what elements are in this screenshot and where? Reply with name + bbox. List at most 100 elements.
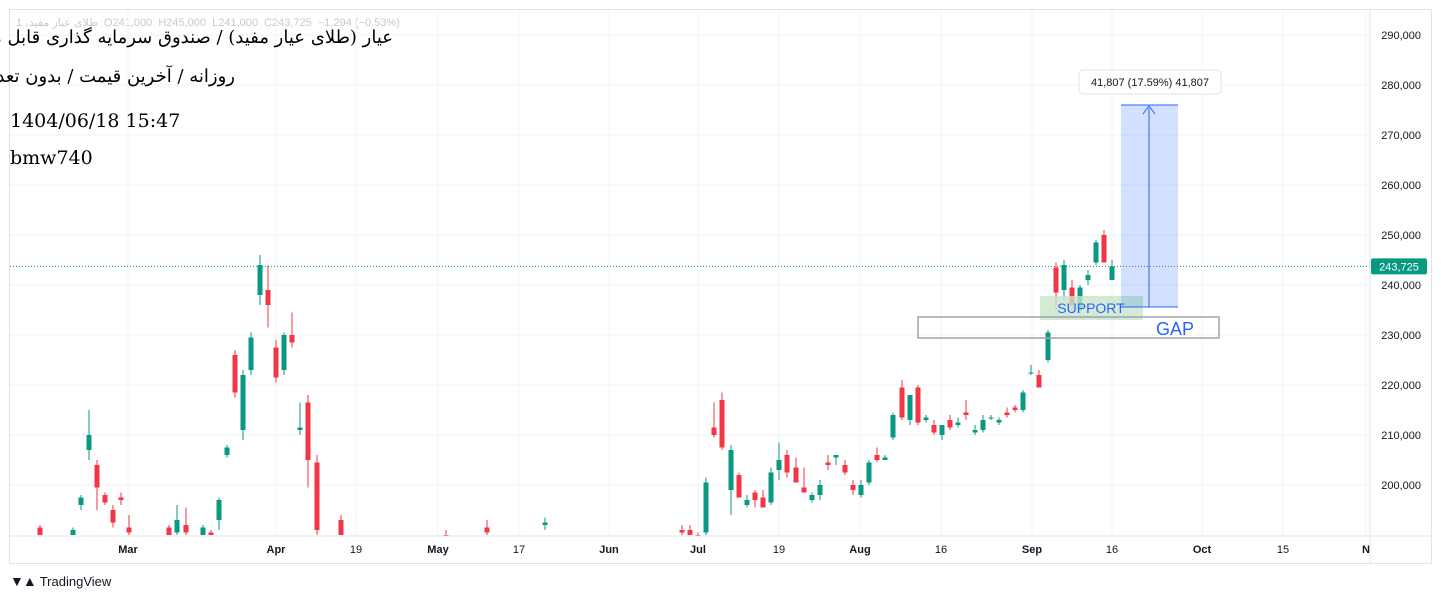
chart-marks: [37, 230, 1115, 536]
x-tick-label: N: [1362, 544, 1370, 556]
candle-body: [988, 417, 994, 419]
x-tick-label: 19: [773, 544, 785, 556]
candle-body: [760, 497, 766, 508]
candle-body: [955, 422, 961, 425]
candle-body: [736, 475, 742, 498]
candle-body: [907, 395, 913, 420]
candle-body: [882, 457, 888, 460]
chart-title: عیار (طلای عیار مفید) / صندوق سرمایه گذا…: [0, 27, 393, 48]
candle-body: [866, 462, 872, 483]
candle-body: [1004, 412, 1010, 415]
candle-body: [86, 435, 92, 450]
ohlc-low: L241,000: [212, 17, 258, 29]
support-label: SUPPORT: [1057, 300, 1125, 316]
tradingview-brand: TradingView: [39, 573, 112, 589]
candle-body: [1093, 242, 1099, 263]
projection-tooltip-text: 41,807 (17.59%) 41,807: [1091, 77, 1209, 89]
candle-body: [1045, 332, 1051, 360]
projection-tooltip-box: [1078, 69, 1222, 95]
candle-body: [257, 265, 263, 295]
support-zone: [1040, 296, 1143, 320]
candle-body: [94, 465, 100, 488]
x-tick-label: Mar: [118, 544, 138, 556]
candle-body: [703, 482, 709, 533]
last-price-badge: [1371, 258, 1427, 275]
candle-body: [232, 355, 238, 393]
candle-body: [809, 495, 815, 500]
candle-body: [776, 460, 782, 470]
candle-body: [110, 510, 116, 523]
candle-body: [679, 530, 685, 533]
candle-body: [915, 387, 921, 423]
candle-body: [833, 455, 839, 458]
candle-body: [980, 420, 986, 430]
x-tick-label: 16: [935, 544, 947, 556]
candle-body: [126, 527, 132, 533]
x-tick-label: Sep: [1022, 544, 1042, 556]
candle-body: [784, 455, 790, 473]
x-tick-label: 17: [513, 544, 525, 556]
tradingview-logo[interactable]: ▼▲ TradingView: [10, 573, 111, 589]
y-tick-label: 210,000: [1381, 430, 1421, 442]
candle-body: [78, 497, 84, 505]
y-tick-label: 240,000: [1381, 280, 1421, 292]
candle-body: [174, 520, 180, 533]
candle-body: [208, 532, 214, 535]
candle-body: [825, 462, 831, 465]
axes: 200,000 210,000 220,000 230,000 240,000 250,0…: [10, 10, 1431, 563]
candle-body: [289, 335, 295, 343]
candle-body: [793, 467, 799, 483]
candle-body: [687, 530, 693, 535]
candle-body: [1036, 375, 1042, 388]
candle-body: [183, 525, 189, 533]
candle-body: [711, 427, 717, 435]
projection-arrow-head: [1142, 105, 1156, 115]
candle-body: [240, 375, 246, 430]
chart-frame: [9, 9, 1432, 564]
candle-body: [1020, 392, 1026, 410]
ohlc-symbol: طلای عیار مفید، 1: [16, 17, 98, 29]
chart-author: bmw740: [10, 147, 93, 169]
candle-body: [338, 520, 344, 535]
candle-body: [947, 420, 953, 428]
candle-body: [874, 455, 880, 460]
ohlc-change: −1,294 (−0.53%): [317, 17, 400, 29]
y-tick-label: 250,000: [1381, 230, 1421, 242]
candle-body: [817, 485, 823, 495]
y-tick-label: 280,000: [1381, 80, 1421, 92]
candle-body: [996, 420, 1002, 423]
y-tick-label: 230,000: [1381, 330, 1421, 342]
candle-body: [273, 347, 279, 378]
candle-body: [281, 335, 287, 370]
gap-label: GAP: [1156, 319, 1194, 339]
candle-body: [37, 527, 43, 535]
tradingview-logo-icon: ▼▲: [10, 573, 37, 589]
candle-body: [70, 530, 76, 535]
candle-body: [216, 500, 222, 520]
x-tick-label: Apr: [267, 544, 287, 556]
x-tick-label: Aug: [849, 544, 870, 556]
x-tick-label: 15: [1277, 544, 1289, 556]
candle-body: [850, 485, 856, 490]
chart-timestamp: 1404/06/18 15:47: [10, 110, 181, 132]
candle-body: [744, 500, 750, 505]
x-tick-label: 19: [350, 544, 362, 556]
y-tick-label: 290,000: [1381, 30, 1421, 42]
candle-body: [200, 527, 206, 535]
candle-body: [1061, 265, 1067, 290]
chart-annotations: 243,725 SUPPORT GAP 41,807 (17.59%) 41,807: [10, 69, 1427, 339]
candle-body: [972, 430, 978, 433]
candle-body: [1101, 235, 1107, 263]
candle-body: [1085, 275, 1091, 280]
candle-body: [899, 387, 905, 418]
candle-body: [224, 447, 230, 455]
candle-body: [923, 417, 929, 420]
candle-body: [728, 450, 734, 490]
candle-body: [305, 402, 311, 460]
last-price-label: 243,725: [1379, 261, 1419, 273]
candle-body: [265, 290, 271, 305]
candle-body: [118, 497, 124, 500]
candle-body: [314, 462, 320, 530]
y-tick-label: 260,000: [1381, 180, 1421, 192]
